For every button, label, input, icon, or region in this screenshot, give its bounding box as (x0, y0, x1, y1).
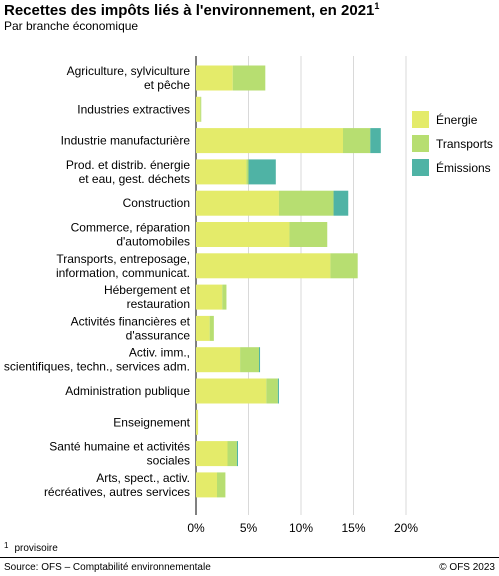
copyright-note: © OFS 2023 (439, 562, 495, 573)
bar-segment (196, 472, 217, 498)
bar-segment (259, 347, 261, 373)
bar-segment (333, 190, 349, 216)
bar-segment (196, 284, 223, 310)
bar-segment (266, 378, 278, 404)
bar-segment (209, 315, 214, 341)
category-label: Enseignement (113, 415, 190, 429)
category-label: Industries extractives (77, 102, 190, 116)
category-label: Activ. imm., scientifiques, techn., servi… (4, 346, 190, 374)
bar-segment (200, 96, 202, 122)
footnote-mark: 1 (4, 541, 9, 550)
x-tick-label: 15% (341, 521, 365, 535)
category-label: Hébergement et restauration (104, 283, 191, 311)
bar-segment (289, 222, 328, 247)
bar-segment (196, 441, 228, 467)
category-label: Santé humaine et activités sociales (49, 440, 190, 468)
legend-swatch (412, 111, 429, 128)
category-label: Transports, entreposage, information, com… (56, 252, 190, 280)
chart-title-text: Recettes des impôts liés à l'environneme… (4, 2, 375, 19)
source-note: Source: OFS – Comptabilité environnement… (4, 562, 211, 573)
bar-segment (196, 347, 241, 373)
footnote: 1 provisoire (4, 541, 58, 554)
x-axis: 0% 5% 10% 15% 20% (187, 521, 418, 535)
footer-divider (0, 557, 499, 558)
bar-segment (196, 253, 331, 279)
legend-label: Transports (436, 137, 493, 151)
legend-swatch (412, 135, 429, 152)
bar-segment (248, 159, 276, 185)
bar-segment (236, 441, 238, 467)
bar-segment (222, 284, 227, 310)
bar-segment (196, 128, 343, 154)
bar-segment (370, 128, 381, 154)
category-label: Activités financières et d'assurance (71, 314, 191, 342)
bar-segment (196, 315, 210, 341)
bar-segment (232, 65, 266, 91)
x-tick-label: 5% (240, 521, 258, 535)
title-footnote-mark: 1 (374, 1, 380, 11)
bar-segment (196, 65, 233, 91)
bar-segment (217, 472, 226, 498)
bar-segment (343, 128, 371, 154)
bar-segment (246, 159, 249, 185)
bars (196, 65, 381, 498)
x-tick-label: 20% (394, 521, 418, 535)
stacked-bar-chart: 0% 5% 10% 15% 20% Agriculture, sylviculture e… (4, 56, 493, 535)
bar-segment (196, 96, 201, 122)
bar-segment (196, 190, 279, 216)
legend-swatch (412, 159, 429, 176)
category-labels: Agriculture, sylviculture et pêche Industr… (4, 64, 191, 499)
bar-segment (196, 159, 247, 185)
bar-segment (277, 378, 279, 404)
x-tick-label: 0% (187, 521, 205, 535)
chart-title: Recettes des impôts liés à l'environneme… (4, 1, 379, 19)
category-label: Prod. et distrib. énergie et eau, gest. d… (66, 158, 190, 186)
footnote-text: provisoire (14, 543, 58, 554)
bar-segment (330, 253, 358, 279)
category-label: Administration publique (65, 384, 190, 398)
chart-subtitle: Par branche économique (4, 19, 139, 33)
x-tick-label: 10% (289, 521, 313, 535)
category-label: Industrie manufacturière (61, 134, 191, 148)
bar-segment (227, 441, 237, 467)
category-label: Construction (123, 196, 190, 210)
category-label: Commerce, réparation d'automobiles (71, 221, 190, 249)
legend-label: Émissions (436, 160, 491, 175)
bar-segment (196, 378, 267, 404)
bar-segment (196, 409, 199, 435)
bar-segment (196, 222, 290, 247)
category-label: Agriculture, sylviculture et pêche (67, 64, 191, 92)
legend: Énergie Transports Émissions (412, 111, 493, 176)
bar-segment (240, 347, 259, 373)
legend-label: Énergie (436, 112, 478, 127)
bar-segment (278, 190, 334, 216)
category-label: Arts, spect., activ. récréatives, autres … (44, 471, 190, 499)
